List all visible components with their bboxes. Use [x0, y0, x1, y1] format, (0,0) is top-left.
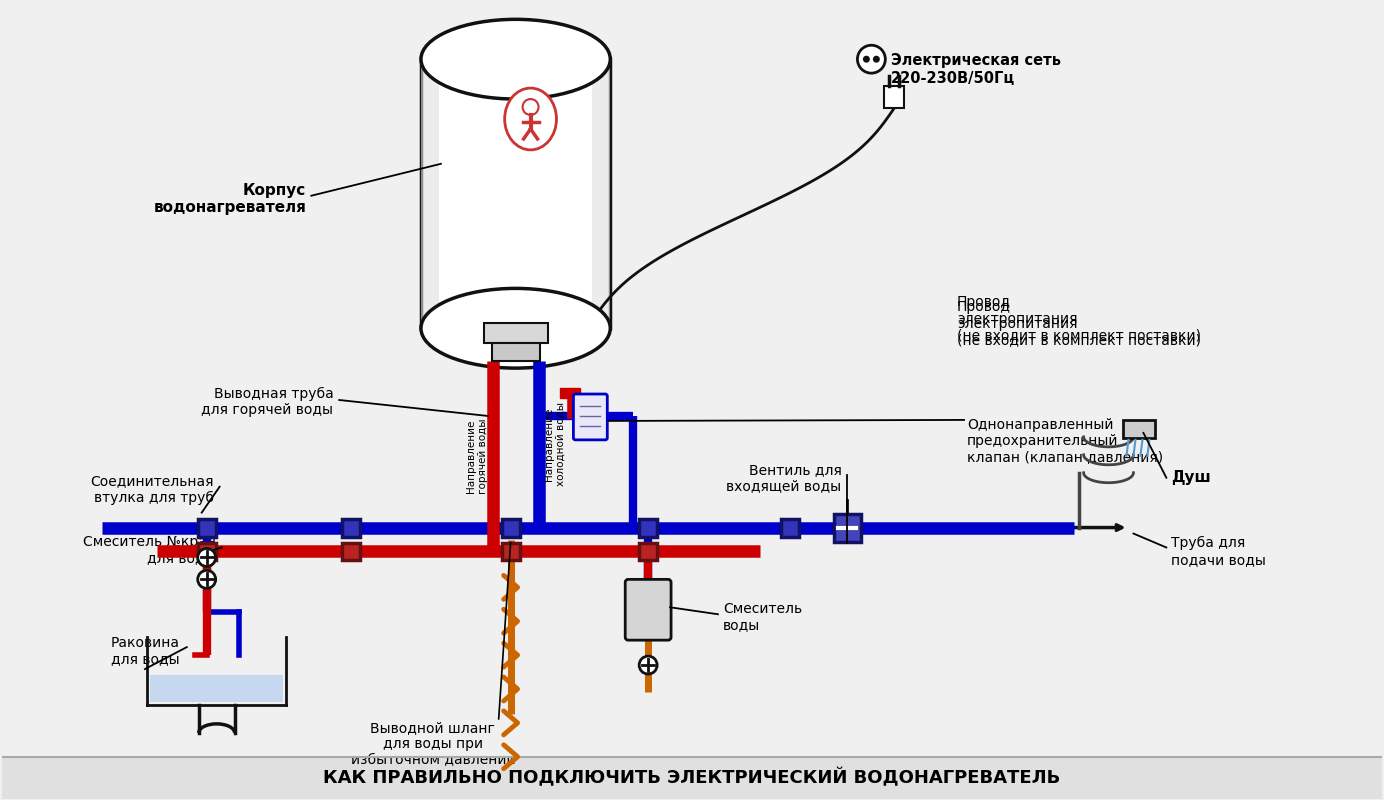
- Text: Вентиль для
входящей воды: Вентиль для входящей воды: [727, 462, 841, 493]
- Ellipse shape: [424, 22, 608, 97]
- Text: Электрическая сеть
220-230В/50Гц: Электрическая сеть 220-230В/50Гц: [891, 54, 1062, 86]
- Text: Смеситель №кран
для воды: Смеситель №кран для воды: [83, 535, 216, 566]
- Text: Выводной шланг
для воды при
избыточном давлении: Выводной шланг для воды при избыточном д…: [350, 721, 515, 767]
- Circle shape: [198, 570, 216, 588]
- Bar: [884, 86, 904, 108]
- Bar: [421, 59, 439, 328]
- Circle shape: [639, 656, 657, 674]
- Circle shape: [873, 56, 880, 62]
- Text: Однонаправленный
предохранительный
клапан (клапан давления): Однонаправленный предохранительный клапа…: [967, 418, 1163, 464]
- Text: Соединительная
втулка для труб: Соединительная втулка для труб: [90, 474, 213, 505]
- Bar: [1124, 420, 1156, 438]
- Circle shape: [198, 549, 216, 566]
- Ellipse shape: [505, 88, 556, 150]
- Bar: [342, 542, 360, 561]
- Text: Корпус
водонагревателя: Корпус водонагревателя: [154, 182, 306, 215]
- Text: Провод
электропитания
(не входит в комплект поставки): Провод электропитания (не входит в компл…: [958, 300, 1201, 346]
- Text: Провод
электропитания
(не входит в комплект поставки): Провод электропитания (не входит в компл…: [958, 295, 1201, 342]
- Circle shape: [523, 99, 538, 115]
- FancyBboxPatch shape: [626, 579, 671, 640]
- Text: КАК ПРАВИЛЬНО ПОДКЛЮЧИТЬ ЭЛЕКТРИЧЕСКИЙ ВОДОНАГРЕВАТЕЛЬ: КАК ПРАВИЛЬНО ПОДКЛЮЧИТЬ ЭЛЕКТРИЧЕСКИЙ В…: [324, 768, 1060, 787]
- Bar: [639, 518, 657, 537]
- Bar: [501, 518, 519, 537]
- Bar: [833, 514, 861, 542]
- Bar: [198, 518, 216, 537]
- Text: Труба для
подачи воды: Труба для подачи воды: [1171, 536, 1266, 566]
- Text: Направление
холодной воды: Направление холодной воды: [544, 402, 565, 486]
- Bar: [342, 518, 360, 537]
- Text: Смеситель
воды: Смеситель воды: [722, 602, 801, 632]
- Circle shape: [858, 46, 886, 73]
- Text: Направление
горячей воды: Направление горячей воды: [466, 418, 487, 494]
- Bar: [149, 675, 284, 702]
- Bar: [3, 757, 1381, 798]
- Bar: [484, 323, 548, 343]
- Bar: [561, 388, 580, 398]
- Bar: [501, 542, 519, 561]
- Bar: [781, 518, 799, 537]
- Bar: [491, 343, 540, 361]
- Text: Раковина
для воды: Раковина для воды: [111, 636, 180, 666]
- Bar: [592, 59, 610, 328]
- Ellipse shape: [421, 288, 610, 368]
- FancyBboxPatch shape: [573, 394, 608, 440]
- Circle shape: [862, 56, 871, 62]
- Bar: [639, 542, 657, 561]
- Text: Выводная труба
для горячей воды: Выводная труба для горячей воды: [201, 387, 334, 417]
- Text: Душ: Душ: [1171, 470, 1211, 486]
- Bar: [421, 59, 610, 328]
- Ellipse shape: [421, 19, 610, 99]
- Bar: [198, 542, 216, 561]
